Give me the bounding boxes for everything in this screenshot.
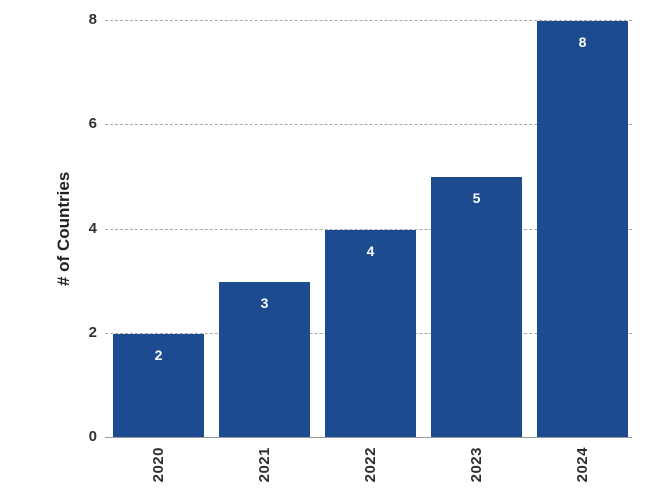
gridline-y8	[105, 20, 632, 21]
y-tick-label: 6	[88, 115, 97, 133]
bar-2022: 4	[325, 229, 416, 437]
x-tick-label-2024: 2024	[573, 447, 591, 483]
bar-2021: 3	[219, 281, 310, 437]
y-tick-label: 4	[88, 219, 97, 237]
x-tick-label-2020: 2020	[149, 447, 167, 483]
bar-value-label: 3	[260, 294, 269, 311]
bar-value-label: 2	[154, 346, 163, 363]
bar-2023: 5	[431, 177, 522, 437]
y-tick-label: 2	[88, 323, 97, 341]
gridline-y6	[105, 124, 632, 126]
y-tick-label: 0	[88, 428, 97, 445]
x-tick-label-2021: 2021	[255, 447, 273, 483]
x-tick-label-2023: 2023	[467, 447, 485, 483]
bar-value-label: 5	[472, 190, 481, 207]
bar-value-label: 8	[578, 34, 587, 50]
x-tick-label-2022: 2022	[361, 447, 379, 483]
bar-value-label: 4	[366, 242, 375, 259]
bar-2024: 8	[537, 21, 628, 437]
bar-2020: 2	[113, 333, 204, 437]
y-tick-label: 8	[88, 11, 97, 28]
gridline-y4	[105, 228, 632, 230]
x-axis-line	[105, 436, 632, 438]
